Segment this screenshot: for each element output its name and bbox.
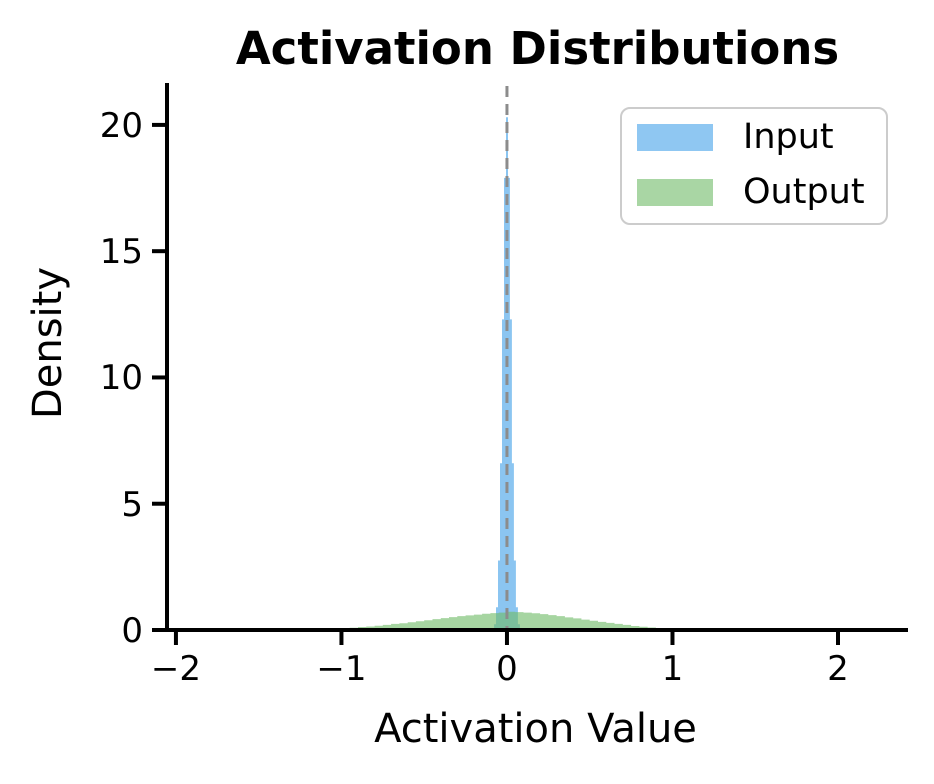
- x-axis-label: Activation Value: [374, 706, 697, 752]
- axis-spines: [165, 83, 908, 632]
- y-tick-label: 20: [99, 105, 143, 146]
- y-tick-label: 5: [121, 484, 143, 525]
- y-tick-label: 0: [121, 611, 143, 651]
- legend-label-input: Input: [743, 117, 834, 157]
- x-tick-label: 1: [661, 649, 684, 689]
- y-tick-label: 10: [99, 358, 143, 399]
- legend-item-input: Input: [622, 120, 834, 155]
- x-tick-label: −1: [316, 649, 367, 689]
- input-histogram: [490, 117, 524, 631]
- legend: Input Output: [620, 107, 888, 225]
- legend-swatch-input: [637, 124, 713, 151]
- legend-item-output: Output: [622, 175, 865, 210]
- output-histogram: [308, 611, 706, 630]
- series-layer: [308, 117, 706, 631]
- x-tick-label: 0: [496, 649, 518, 689]
- x-tick-label: −2: [150, 649, 201, 689]
- y-tick-label: 15: [99, 232, 143, 273]
- legend-label-output: Output: [743, 172, 865, 212]
- legend-swatch-output: [637, 179, 713, 206]
- ticks-layer: [152, 122, 840, 645]
- chart-title: Activation Distributions: [235, 22, 840, 75]
- x-tick-label: 2: [827, 649, 849, 689]
